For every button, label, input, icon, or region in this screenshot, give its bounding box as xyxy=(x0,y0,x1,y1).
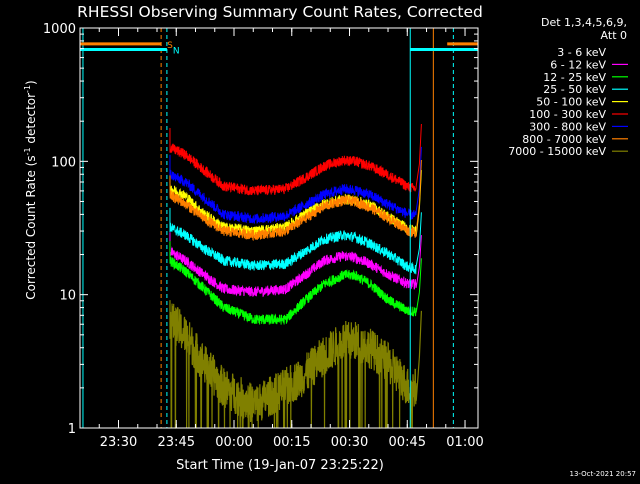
legend-label: 3 - 6 keV xyxy=(557,46,606,59)
y-tick-label: 100 xyxy=(51,155,76,170)
plot-layer xyxy=(169,123,422,429)
flag-layer: SN xyxy=(80,28,478,428)
series-line xyxy=(169,207,422,275)
x-tick-label: 23:30 xyxy=(100,435,137,450)
chart-title: RHESSI Observing Summary Count Rates, Co… xyxy=(77,3,483,21)
plot-frame xyxy=(79,27,479,429)
legend-header-attenuator: Att 0 xyxy=(601,29,627,42)
flag-label: N xyxy=(173,46,180,56)
x-tick-label: 00:15 xyxy=(273,435,310,450)
series-line xyxy=(169,159,422,242)
legend-label: 12 - 25 keV xyxy=(543,71,606,84)
legend-label: 25 - 50 keV xyxy=(543,83,606,96)
series-line xyxy=(169,146,422,224)
x-tick-label: 00:30 xyxy=(331,435,368,450)
y-tick-label: 1 xyxy=(68,422,76,437)
y-axis-label-sup1: -1 xyxy=(23,147,32,155)
series-line xyxy=(169,232,422,298)
series-line xyxy=(169,300,422,429)
y-tick-label: 1000 xyxy=(43,22,76,37)
y-tick-label: 10 xyxy=(59,289,76,304)
series-line xyxy=(169,123,422,196)
timestamp: 13-Oct-2021 20:57 xyxy=(570,470,636,478)
y-axis-label: Corrected Count Rate (s-1 detector-1) xyxy=(23,80,38,299)
flag-label: S xyxy=(167,41,173,51)
legend-label: 800 - 7000 keV xyxy=(522,133,606,146)
series-line xyxy=(169,241,422,325)
y-axis-label-sup2: -1 xyxy=(23,85,32,93)
legend-label: 50 - 100 keV xyxy=(536,96,606,109)
x-tick-label: 01:00 xyxy=(446,435,483,450)
x-tick-label: 00:00 xyxy=(215,435,252,450)
series-line xyxy=(169,255,422,362)
y-axis-label-mid: detector xyxy=(24,93,38,148)
x-tick-label: 00:45 xyxy=(389,435,426,450)
legend-label: 7000 - 15000 keV xyxy=(508,145,606,158)
y-axis-label-main: Corrected Count Rate (s xyxy=(24,155,38,299)
legend-label: 6 - 12 keV xyxy=(550,58,606,71)
legend-header-detectors: Det 1,3,4,5,6,9, xyxy=(541,16,627,29)
axis-layer: 1 10 100 1000 23:30 23:45 00:00 00:15 00:30 00:45… xyxy=(43,22,484,450)
legend-label: 300 - 800 keV xyxy=(529,120,606,133)
x-tick-label: 23:45 xyxy=(158,435,195,450)
x-axis-label: Start Time (19-Jan-07 23:25:22) xyxy=(176,458,384,473)
legend-label: 100 - 300 keV xyxy=(529,108,606,121)
y-axis-label-end: ) xyxy=(24,80,38,85)
